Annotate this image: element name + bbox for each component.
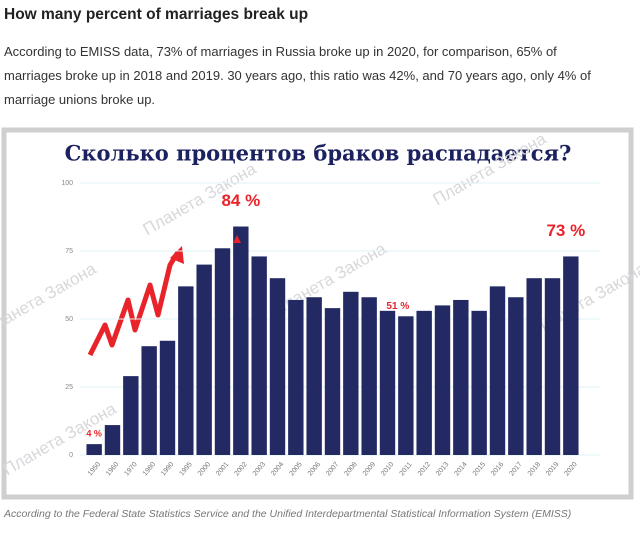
bar <box>123 376 139 455</box>
bar <box>324 308 341 455</box>
bar <box>434 305 451 455</box>
bar <box>86 444 102 455</box>
bar <box>343 291 359 455</box>
y-tick-label: 25 <box>65 384 73 391</box>
y-tick-label: 0 <box>69 452 73 459</box>
trend-arrow <box>87 250 181 357</box>
y-tick-label: 100 <box>61 180 73 187</box>
bar <box>471 310 487 455</box>
paragraph-line: marriages broke up in 2018 and 2019. 30 … <box>4 68 591 83</box>
bar <box>178 286 194 455</box>
bar <box>288 299 304 455</box>
paragraph-line: marriage unions broke up. <box>4 92 156 107</box>
bar <box>489 286 506 455</box>
chart: Сколько процентов браков распадается? Пл… <box>0 127 640 500</box>
marker <box>233 235 241 243</box>
bar <box>196 264 212 455</box>
bar <box>269 278 286 455</box>
bar <box>251 256 267 455</box>
bar <box>214 248 231 455</box>
bar <box>563 256 579 455</box>
bar <box>526 278 542 455</box>
bar <box>379 310 396 455</box>
value-label: 73 % <box>546 221 585 240</box>
caption: According to the Federal State Statistic… <box>4 508 572 520</box>
y-tick-label: 50 <box>65 316 73 323</box>
bar <box>159 340 176 455</box>
y-tick-label: 75 <box>65 248 73 255</box>
bar <box>508 297 524 455</box>
value-label: 84 % <box>221 191 260 210</box>
bar <box>544 278 561 455</box>
bar <box>398 316 414 455</box>
bar <box>233 226 249 455</box>
bar <box>104 425 121 455</box>
bar <box>306 297 322 455</box>
paragraph: According to EMISS data, 73% of marriage… <box>4 40 591 112</box>
bar <box>361 297 377 455</box>
bar <box>141 346 157 455</box>
value-label: 51 % <box>386 301 409 312</box>
paragraph-line: According to EMISS data, 73% of marriage… <box>4 44 557 59</box>
value-label: 4 % <box>86 428 102 438</box>
article-title: How many percent of marriages break up <box>4 6 309 23</box>
bar <box>453 299 469 455</box>
bar <box>416 310 432 455</box>
chart-title: Сколько процентов браков распадается? <box>65 141 572 166</box>
